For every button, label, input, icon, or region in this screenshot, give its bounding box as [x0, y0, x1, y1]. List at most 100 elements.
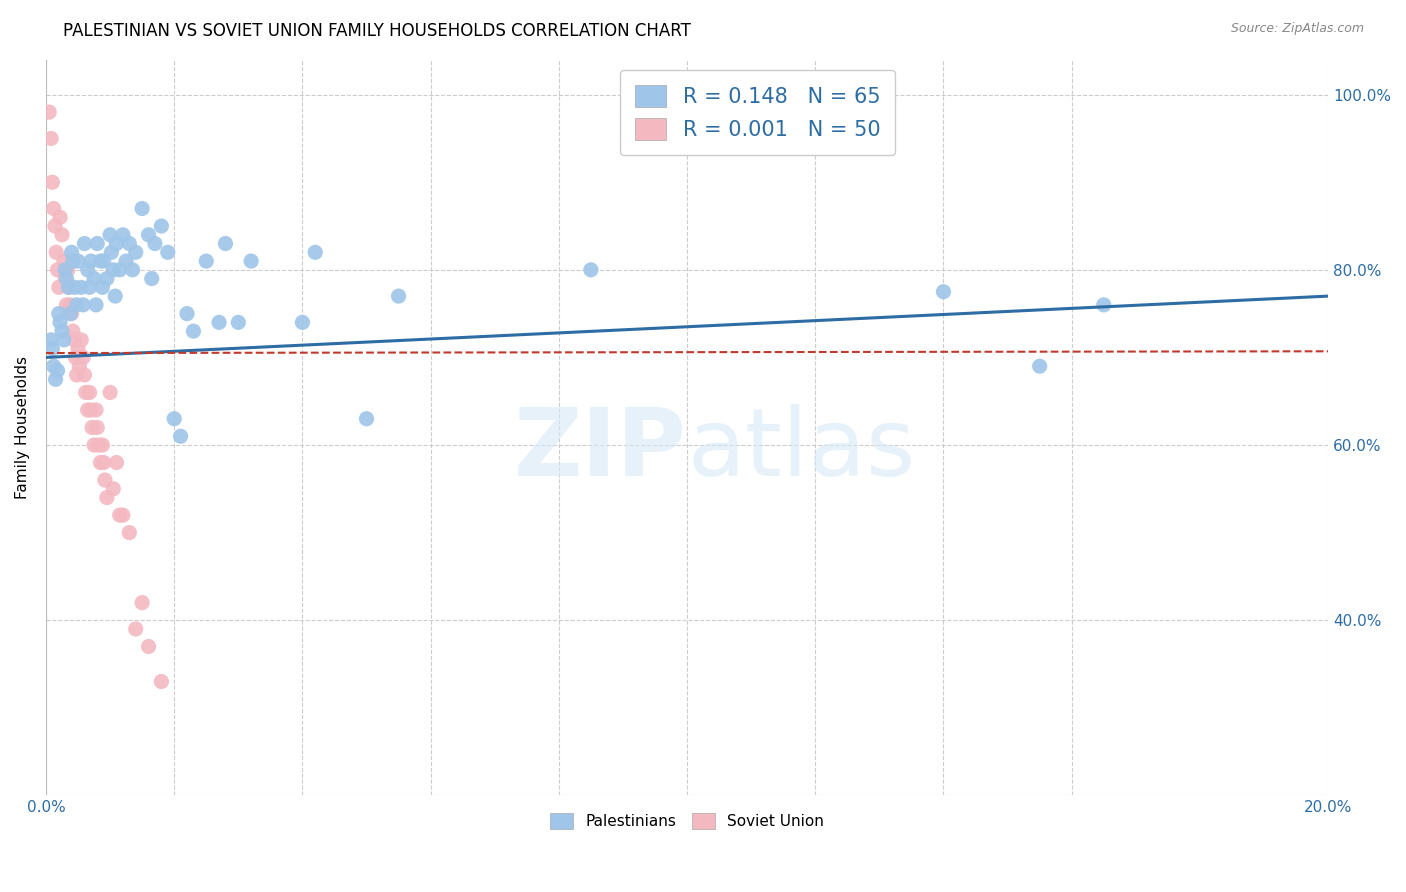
Point: [183, 324, 205, 338]
Point: [91, 280, 114, 294]
Point: [79, 385, 101, 400]
Point: [96, 491, 118, 505]
Point: [60, 245, 83, 260]
Point: [93, 456, 115, 470]
Point: [46, 363, 69, 377]
Point: [195, 254, 218, 268]
Point: [66, 368, 89, 382]
Point: [51, 324, 73, 338]
Point: [98, 227, 121, 242]
Point: [169, 429, 191, 443]
Point: [65, 351, 87, 365]
Point: [67, 359, 90, 374]
Point: [45, 372, 67, 386]
Point: [1028, 359, 1050, 374]
Point: [208, 315, 231, 329]
Point: [62, 254, 84, 268]
Point: [131, 596, 153, 610]
Point: [86, 420, 108, 434]
Point: [46, 262, 69, 277]
Point: [63, 333, 86, 347]
Point: [44, 219, 66, 233]
Point: [72, 298, 94, 312]
Text: atlas: atlas: [688, 403, 915, 496]
Point: [59, 298, 82, 312]
Point: [76, 262, 98, 277]
Point: [103, 262, 125, 277]
Point: [58, 280, 80, 294]
Point: [105, 456, 128, 470]
Point: [39, 131, 62, 145]
Point: [70, 280, 93, 294]
Point: [89, 456, 111, 470]
Point: [55, 271, 77, 285]
Point: [150, 219, 173, 233]
Point: [49, 315, 72, 329]
Point: [89, 254, 111, 268]
Point: [91, 438, 114, 452]
Point: [87, 438, 110, 452]
Point: [138, 227, 160, 242]
Point: [304, 245, 326, 260]
Point: [125, 622, 148, 636]
Point: [38, 105, 60, 120]
Point: [72, 351, 94, 365]
Point: [56, 262, 79, 277]
Text: PALESTINIAN VS SOVIET UNION FAMILY HOUSEHOLDS CORRELATION CHART: PALESTINIAN VS SOVIET UNION FAMILY HOUSE…: [63, 22, 692, 40]
Point: [138, 640, 160, 654]
Point: [42, 202, 65, 216]
Point: [163, 411, 186, 425]
Text: ZIP: ZIP: [515, 403, 688, 496]
Point: [58, 280, 80, 294]
Point: [48, 280, 70, 294]
Point: [76, 403, 98, 417]
Point: [75, 385, 97, 400]
Point: [70, 333, 93, 347]
Point: [51, 227, 73, 242]
Point: [41, 342, 63, 356]
Point: [79, 280, 101, 294]
Point: [115, 254, 138, 268]
Point: [73, 236, 96, 251]
Point: [96, 271, 118, 285]
Point: [53, 271, 76, 285]
Point: [108, 508, 131, 522]
Point: [176, 307, 198, 321]
Point: [579, 262, 602, 277]
Point: [104, 289, 127, 303]
Point: [108, 262, 131, 277]
Point: [48, 307, 70, 321]
Point: [80, 254, 103, 268]
Point: [387, 289, 409, 303]
Point: [82, 420, 104, 434]
Point: [240, 254, 263, 268]
Point: [156, 245, 179, 260]
Point: [93, 254, 115, 268]
Point: [84, 403, 107, 417]
Point: [66, 298, 89, 312]
Point: [59, 307, 82, 321]
Point: [60, 307, 83, 321]
Point: [63, 280, 86, 294]
Point: [111, 508, 134, 522]
Point: [66, 342, 89, 356]
Point: [42, 359, 65, 374]
Point: [52, 254, 75, 268]
Point: [84, 298, 107, 312]
Point: [80, 403, 103, 417]
Point: [39, 333, 62, 347]
Point: [100, 245, 122, 260]
Point: [103, 482, 125, 496]
Point: [214, 236, 236, 251]
Point: [73, 368, 96, 382]
Point: [118, 525, 141, 540]
Legend: Palestinians, Soviet Union: Palestinians, Soviet Union: [544, 806, 830, 836]
Point: [111, 227, 134, 242]
Point: [226, 315, 249, 329]
Point: [86, 236, 108, 251]
Point: [356, 411, 378, 425]
Y-axis label: Family Households: Family Households: [15, 356, 30, 499]
Point: [83, 271, 105, 285]
Point: [932, 285, 955, 299]
Point: [94, 473, 117, 487]
